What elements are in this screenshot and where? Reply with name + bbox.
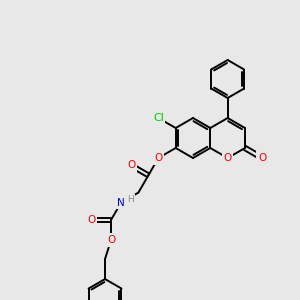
Text: O: O	[127, 160, 135, 170]
Text: O: O	[87, 215, 95, 225]
Text: O: O	[107, 235, 115, 245]
Text: O: O	[224, 153, 232, 163]
Text: O: O	[154, 153, 163, 163]
Text: H: H	[127, 195, 134, 204]
Text: Cl: Cl	[153, 113, 164, 123]
Text: O: O	[258, 153, 266, 163]
Text: N: N	[117, 198, 125, 208]
